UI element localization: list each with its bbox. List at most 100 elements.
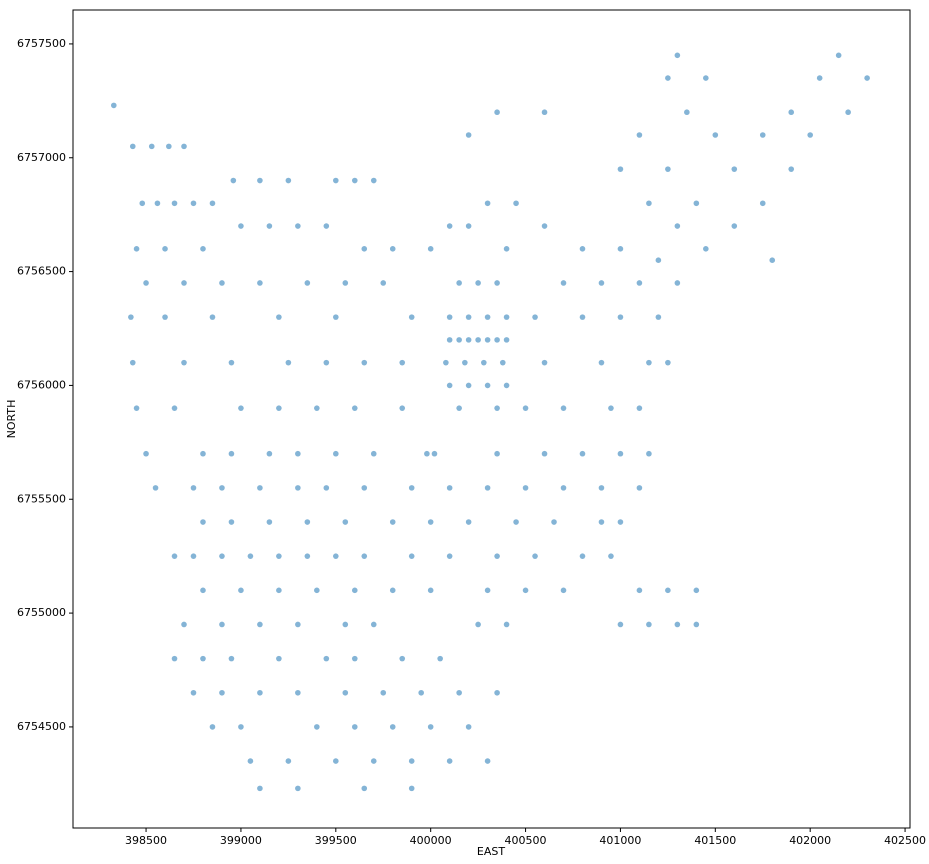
point: [494, 337, 500, 343]
point: [266, 519, 273, 525]
point: [636, 280, 643, 286]
y-tick-label: 6757500: [17, 37, 66, 50]
point: [181, 621, 187, 628]
point: [257, 689, 263, 696]
point: [285, 758, 292, 764]
point: [465, 337, 472, 343]
point: [200, 655, 206, 662]
point: [427, 246, 434, 252]
point: [475, 337, 481, 343]
point: [370, 621, 377, 628]
point: [646, 621, 652, 628]
point: [484, 382, 491, 389]
point: [389, 587, 396, 594]
point: [617, 519, 624, 525]
point: [219, 485, 225, 491]
point: [446, 314, 453, 320]
point: [418, 689, 424, 696]
point: [333, 758, 339, 764]
point: [617, 166, 624, 172]
point: [845, 109, 851, 116]
point: [636, 132, 643, 138]
point: [361, 359, 368, 366]
point: [427, 519, 434, 525]
point: [295, 485, 301, 491]
point: [617, 621, 624, 628]
point: [247, 758, 254, 764]
point: [835, 52, 842, 59]
point: [481, 359, 487, 366]
point: [370, 450, 377, 457]
point: [166, 143, 172, 150]
point: [665, 166, 671, 172]
point: [314, 724, 320, 730]
point: [446, 553, 453, 559]
point: [499, 359, 506, 366]
point: [323, 485, 330, 491]
point: [608, 405, 614, 411]
point: [427, 587, 434, 594]
y-tick-label: 6756500: [17, 265, 66, 278]
point: [333, 553, 339, 559]
point: [276, 655, 282, 662]
point: [314, 587, 320, 594]
point: [257, 177, 263, 184]
point: [361, 246, 368, 252]
point: [636, 485, 643, 491]
point: [171, 655, 178, 662]
point: [209, 314, 216, 320]
point: [238, 223, 244, 229]
point: [759, 200, 766, 207]
point: [446, 758, 453, 764]
point: [128, 314, 134, 320]
point: [484, 337, 491, 343]
point: [484, 485, 491, 491]
point: [541, 450, 548, 457]
point: [769, 257, 776, 264]
point: [579, 553, 586, 559]
y-tick-label: 6756000: [17, 378, 66, 391]
point: [230, 177, 237, 184]
point: [219, 280, 225, 286]
point: [171, 553, 178, 559]
point: [617, 314, 624, 320]
point: [342, 280, 349, 286]
point: [560, 405, 567, 411]
point: [399, 359, 406, 366]
point: [703, 75, 709, 81]
point: [257, 485, 263, 491]
point: [370, 177, 377, 184]
point: [139, 200, 146, 207]
point: [665, 359, 671, 366]
point: [304, 280, 311, 286]
point: [579, 450, 586, 457]
point: [674, 52, 681, 59]
point: [446, 223, 453, 229]
point: [162, 246, 168, 252]
point: [674, 280, 681, 286]
point: [579, 314, 586, 320]
point: [598, 280, 605, 286]
point: [342, 689, 349, 696]
point: [617, 450, 624, 457]
x-tick-label: 400500: [505, 834, 547, 847]
point: [314, 405, 320, 411]
point: [665, 75, 671, 81]
point: [351, 724, 358, 730]
point: [475, 621, 481, 628]
point: [276, 553, 282, 559]
point: [456, 689, 462, 696]
point: [579, 246, 586, 252]
point: [209, 724, 216, 730]
point: [408, 785, 415, 792]
point: [181, 359, 187, 366]
point: [162, 314, 168, 320]
point: [238, 405, 244, 411]
point: [133, 405, 140, 411]
point: [503, 314, 510, 320]
point: [484, 587, 491, 594]
point: [228, 450, 235, 457]
point: [646, 359, 652, 366]
point: [351, 587, 358, 594]
